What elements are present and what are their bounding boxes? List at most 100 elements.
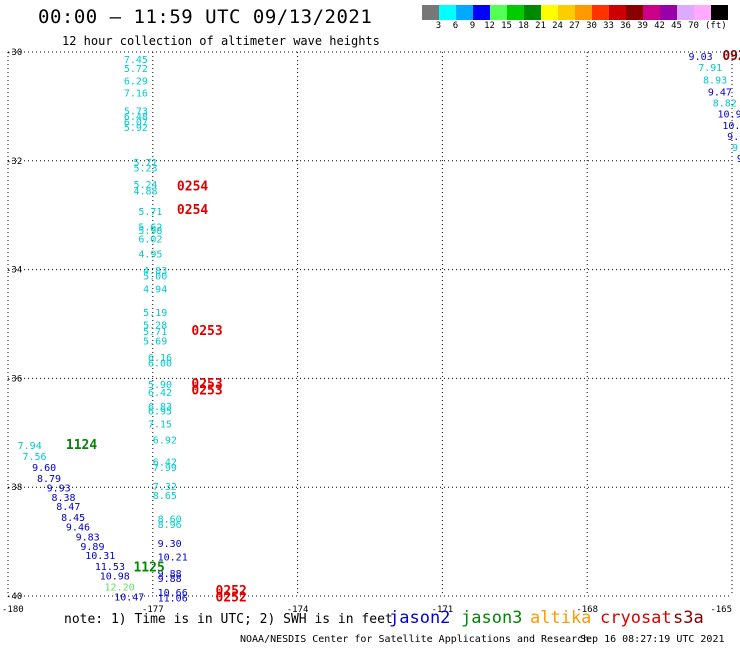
map-ticks: -30-32-34-36-38-40-180 -177 -174 -171 -168 -1… (2, 48, 732, 615)
wave-height-label: 12.20 (105, 583, 135, 594)
map-marks: 7.455.726.297.165.736.486.075.925.715.23… (18, 49, 740, 605)
wave-height-label: 7.91 (698, 63, 722, 74)
colorbar-labels: (ft) 3 6 9 12 15 18 21 24 27 30 33 36 39 42 45 70 (422, 21, 740, 35)
legend-cryosat: cryosat (600, 608, 672, 628)
wave-height-label: 6.16 (148, 353, 172, 364)
wave-height-label: 5.72 (124, 64, 148, 75)
colorbar-label: 15 (501, 21, 512, 31)
wave-height-label: 5.24 (133, 180, 157, 191)
legend-s3a: s3a (673, 608, 704, 628)
wave-height-label: 6.83 (148, 402, 172, 413)
colorbar-label: 70 (688, 21, 699, 31)
wave-height-label: 7.32 (153, 482, 177, 493)
colorbar-label: 6 (452, 21, 459, 31)
wave-height-label: 4.88 (133, 187, 157, 198)
colorbar-label: 9 (469, 21, 476, 31)
pass-time-label: 0253 (191, 324, 222, 339)
wave-height-label: 5.23 (133, 164, 157, 175)
legend-jason2: jason2 (389, 608, 451, 628)
pass-time-label: 0252 (216, 590, 247, 605)
wave-height-label: 11.53 (95, 562, 125, 573)
wave-height-label: 5.73 (124, 107, 148, 118)
wave-height-label: 8.60 (158, 515, 182, 526)
wave-height-label: 6.42 (148, 388, 172, 399)
colorbar-label: 18 (518, 21, 529, 31)
wave-height-label: 5.98 (138, 226, 162, 237)
wave-height-label: 6.42 (153, 457, 177, 468)
colorbar-label: 42 (654, 21, 665, 31)
wave-height-label: 6.00 (148, 358, 172, 369)
units-note: note: 1) Time is in UTC; 2) SWH is in fe… (64, 612, 393, 627)
lat-tick-label: -38 (6, 483, 22, 493)
wave-height-label: 10.21 (158, 553, 188, 564)
wave-height-label: 10.47 (114, 592, 144, 603)
lat-tick-label: -40 (6, 592, 22, 602)
wave-height-label: 8.93 (703, 76, 727, 87)
wave-height-label: 9.66 (727, 132, 740, 143)
wave-height-label: 8.96 (158, 520, 182, 531)
page-subtitle: 12 hour collection of altimeter wave hei… (62, 34, 380, 48)
wave-height-label: 5.19 (143, 308, 167, 319)
wave-height-label: 10.66 (158, 588, 188, 599)
wave-height-label: 9.93 (47, 484, 71, 495)
wave-height-label: 8.45 (61, 513, 85, 524)
wave-height-label: 5.00 (143, 271, 167, 282)
colorbar-swatch (490, 5, 507, 20)
colorbar-label: 33 (603, 21, 614, 31)
lat-tick-label: -30 (6, 48, 22, 58)
wave-height-label: 9.47 (708, 88, 732, 99)
wave-height-label: 10.64 (722, 121, 740, 132)
wave-height-label: 5.62 (138, 222, 162, 233)
colorbar-label: 12 (484, 21, 495, 31)
wave-height-label: 5.92 (124, 123, 148, 134)
wave-height-label: 9.00 (732, 143, 740, 154)
colorbar-swatch (609, 5, 626, 20)
pass-time-label: 1125 (133, 561, 164, 576)
wave-height-label: 6.29 (124, 77, 148, 88)
colorbar-swatch (711, 5, 728, 20)
wave-height-label: 8.65 (153, 491, 177, 502)
wave-height-label: 8.79 (37, 474, 61, 485)
wave-height-label: 7.45 (124, 55, 148, 66)
wave-height-label: 7.16 (124, 89, 148, 100)
wave-height-label: 6.95 (148, 406, 172, 417)
page-title: 00:00 – 11:59 UTC 09/13/2021 (38, 6, 373, 28)
pass-time-label: 0254 (177, 180, 208, 195)
wave-height-label: 6.48 (124, 112, 148, 123)
wave-height-label: 7.15 (148, 419, 172, 430)
lon-tick-label: -180 (2, 605, 24, 615)
colorbar-swatch (507, 5, 524, 20)
wave-height-label: 4.83 (143, 266, 167, 277)
colorbar-swatch (660, 5, 677, 20)
wave-height-label: 6.02 (138, 234, 162, 245)
colorbar-swatch (677, 5, 694, 20)
colorbar-label: 24 (552, 21, 563, 31)
colorbar-swatch (473, 5, 490, 20)
colorbar-label: 39 (637, 21, 648, 31)
wave-height-label: 7.56 (22, 452, 46, 463)
wave-height-label: 4.95 (138, 250, 162, 261)
colorbar-unit: (ft) (705, 21, 727, 31)
wave-height-colorbar (422, 5, 728, 20)
pass-time-label: 0252 (216, 584, 247, 599)
legend-altika: altika (530, 608, 592, 628)
lat-tick-label: -34 (6, 266, 22, 276)
colorbar-swatch (575, 5, 592, 20)
colorbar-swatch (592, 5, 609, 20)
lat-tick-label: -32 (6, 157, 22, 167)
wave-height-label: 6.92 (153, 436, 177, 447)
colorbar-swatch (626, 5, 643, 20)
wave-height-label: 5.71 (143, 327, 167, 338)
wave-height-label: 5.90 (148, 380, 172, 391)
wave-height-label: 5.71 (133, 158, 157, 169)
pass-time-label: 1124 (66, 438, 97, 453)
wave-height-label: 10.90 (718, 109, 740, 120)
colorbar-swatch (439, 5, 456, 20)
colorbar-swatch (456, 5, 473, 20)
wave-height-label: 8.82 (713, 98, 737, 109)
wave-height-label: 9.88 (158, 574, 182, 585)
wave-height-label: 7.94 (18, 441, 42, 452)
wave-height-label: 10.31 (85, 551, 115, 562)
wave-height-label: 5.71 (138, 207, 162, 218)
